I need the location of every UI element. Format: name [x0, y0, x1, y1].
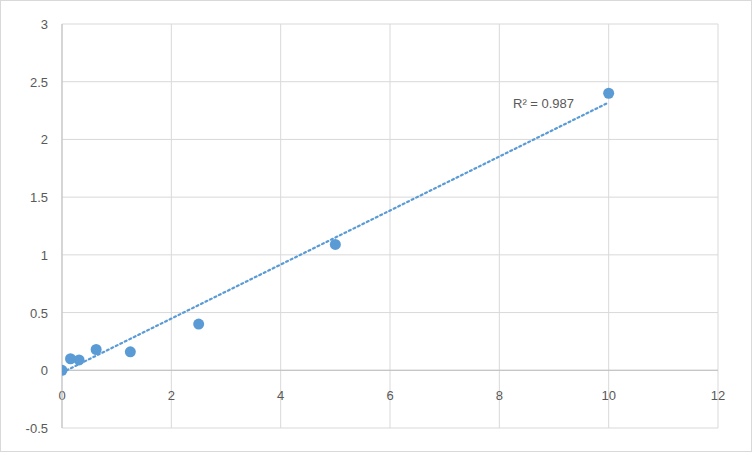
x-tick-label: 8 [496, 388, 503, 403]
grid [62, 24, 718, 428]
x-grid-line [280, 24, 281, 428]
y-tick-label: 0.5 [30, 306, 48, 321]
x-grid-line [718, 24, 719, 428]
point [91, 344, 102, 355]
point [74, 354, 85, 365]
chart: -0.500.511.522.53024681012R² = 0.987 [0, 0, 752, 452]
point [330, 239, 341, 250]
x-tick-label: 2 [168, 388, 175, 403]
x-grid-line [499, 24, 500, 428]
x-tick-label: 12 [711, 388, 725, 403]
point [603, 88, 614, 99]
x-grid-line [171, 24, 172, 428]
x-tick-label: 6 [386, 388, 393, 403]
point [125, 346, 136, 357]
plot-area [62, 88, 614, 376]
x-grid-line [390, 24, 391, 428]
x-tick-label: 10 [601, 388, 615, 403]
point [62, 365, 68, 376]
annotation: R² = 0.987 [513, 96, 574, 111]
chart-border [1, 1, 752, 452]
y-tick-label: -0.5 [26, 421, 48, 436]
y-tick-label: 2.5 [30, 75, 48, 90]
y-grid-line [62, 370, 718, 371]
trendline [62, 102, 609, 372]
y-tick-label: 2 [41, 132, 48, 147]
x-tick-label: 4 [277, 388, 284, 403]
y-tick-label: 3 [41, 17, 48, 32]
x-grid-line [608, 24, 609, 428]
y-tick-label: 1 [41, 248, 48, 263]
x-axis-line [62, 370, 718, 371]
y-tick-label: 0 [41, 363, 48, 378]
point [193, 319, 204, 330]
y-tick-label: 1.5 [30, 190, 48, 205]
